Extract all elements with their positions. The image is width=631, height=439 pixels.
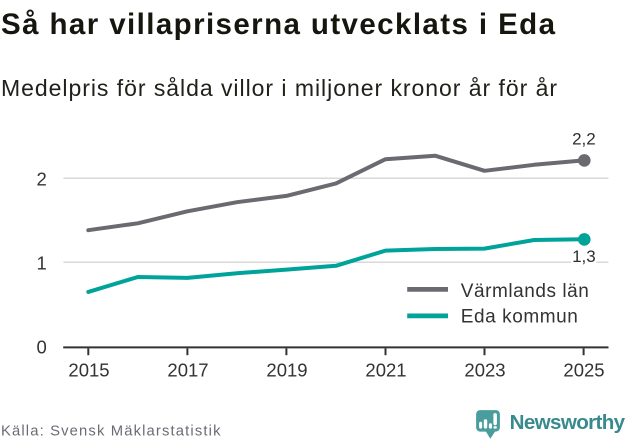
svg-text:2,2: 2,2 [572,130,596,149]
svg-text:Värmlands län: Värmlands län [461,281,589,302]
svg-text:Så har villapriserna utvecklat: Så har villapriserna utvecklats i Eda [1,8,556,41]
svg-text:Källa: Svensk Mäklarstatistik: Källa: Svensk Mäklarstatistik [1,423,221,439]
svg-text:2019: 2019 [266,359,307,380]
svg-text:2: 2 [37,169,47,190]
svg-text:1: 1 [37,253,47,274]
svg-text:2025: 2025 [563,359,604,380]
svg-text:Medelpris för sålda villor i m: Medelpris för sålda villor i miljoner kr… [1,75,557,101]
svg-text:0: 0 [37,337,47,358]
svg-text:Newsworthy: Newsworthy [510,411,626,434]
svg-text:Eda kommun: Eda kommun [461,306,578,327]
svg-text:1,3: 1,3 [572,247,596,266]
svg-text:2023: 2023 [464,359,505,380]
svg-text:2021: 2021 [365,359,406,380]
svg-text:2015: 2015 [68,359,109,380]
svg-text:2017: 2017 [167,359,208,380]
